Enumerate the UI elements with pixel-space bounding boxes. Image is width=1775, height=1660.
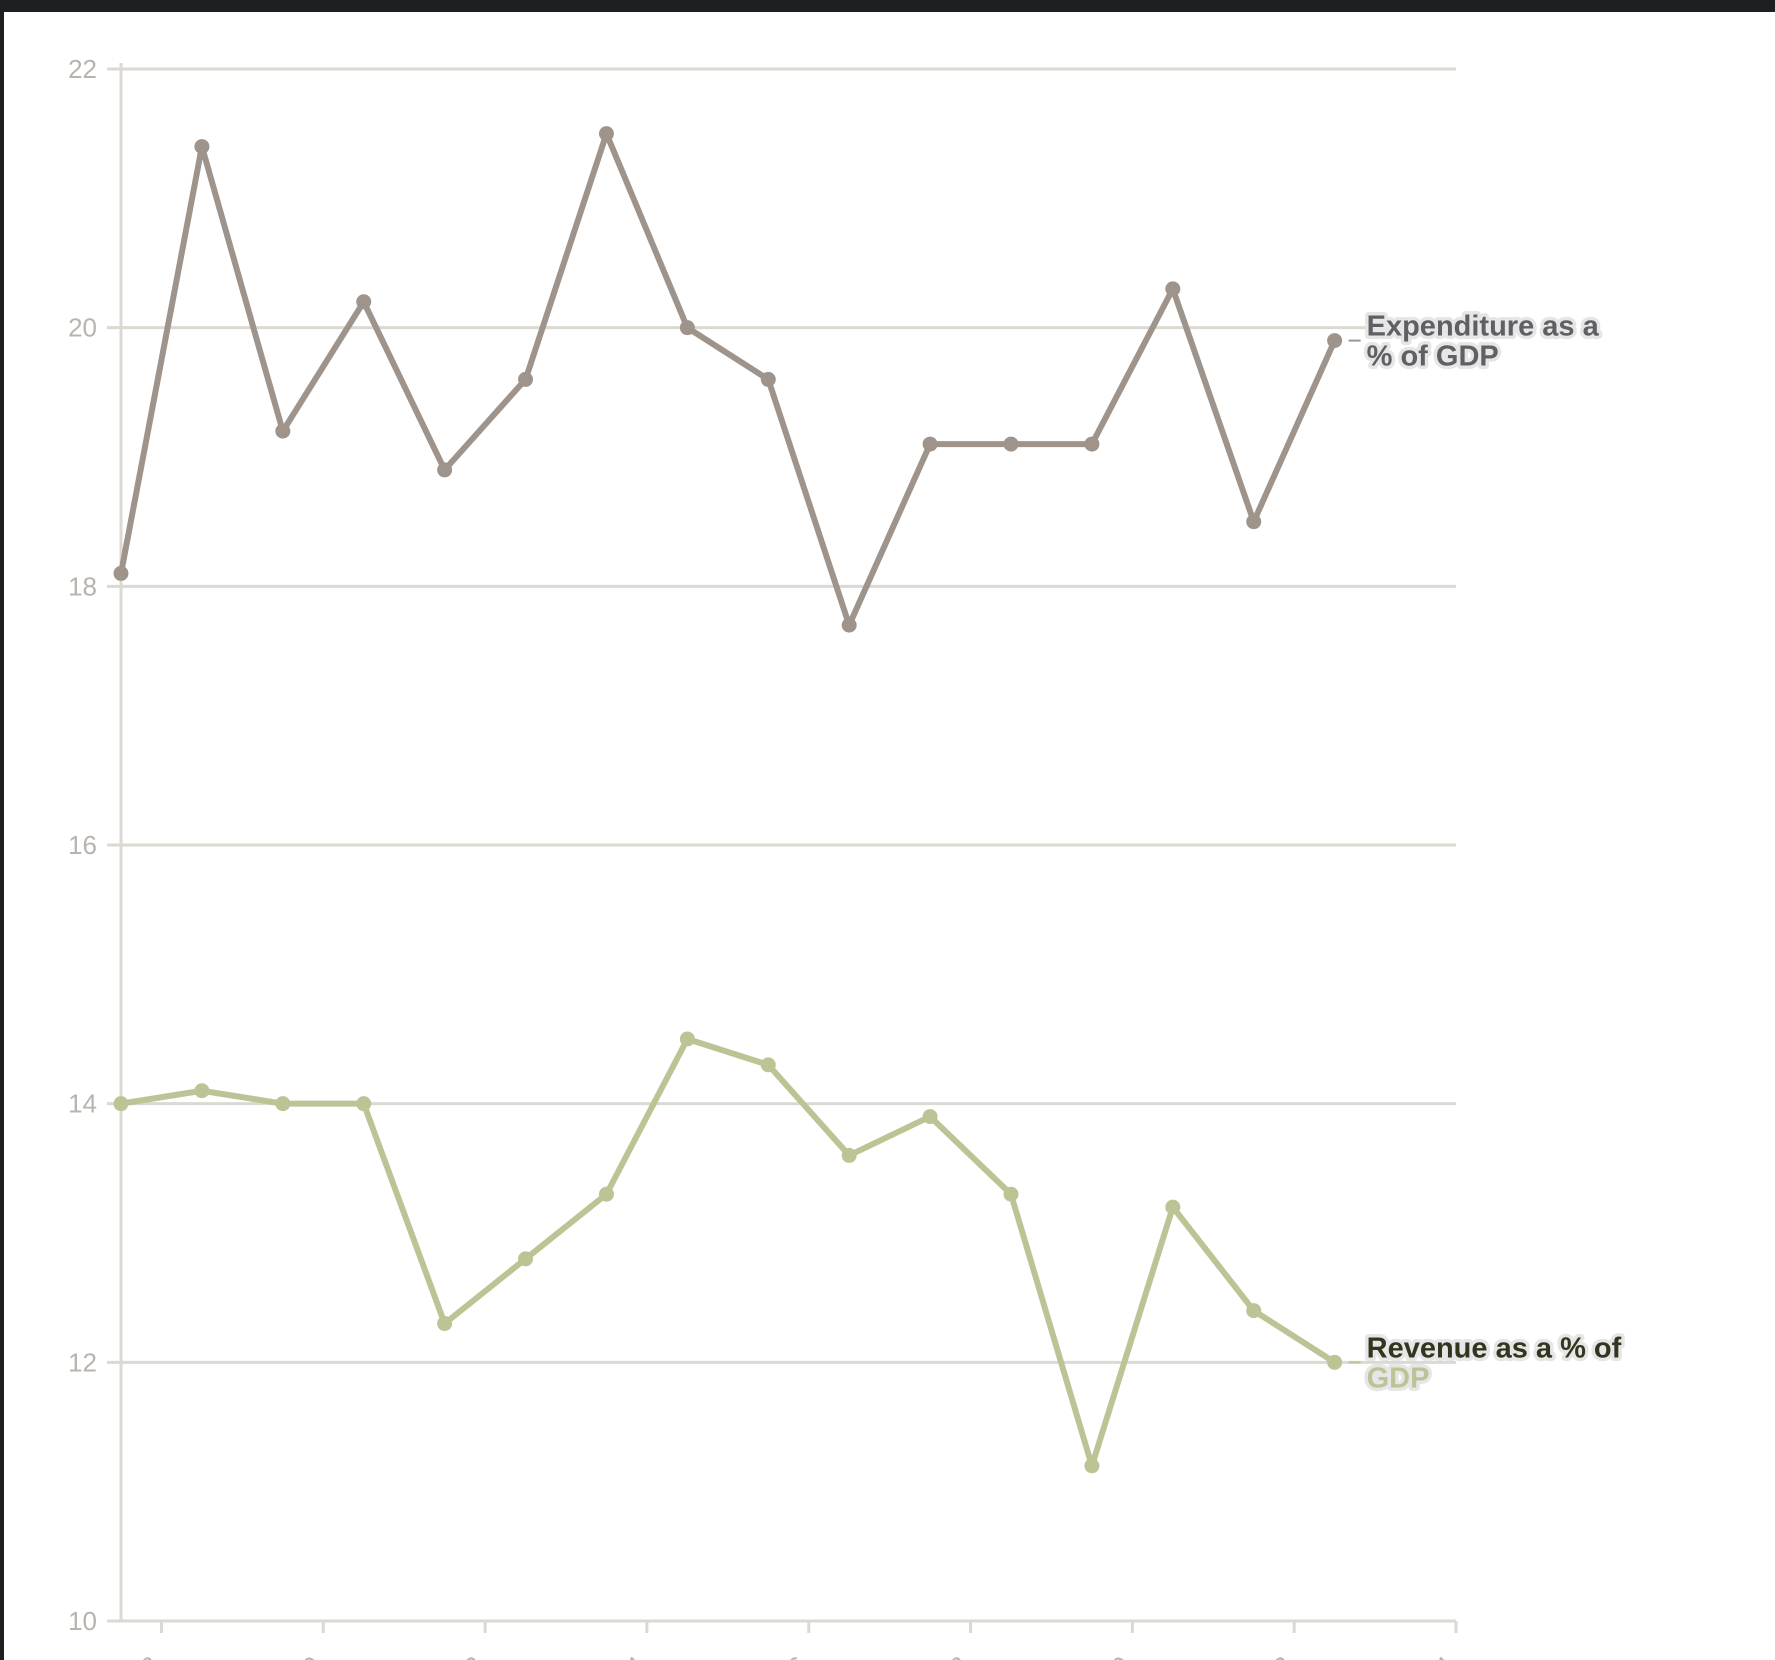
- data-point: [760, 371, 776, 387]
- y-tick-label: 10: [68, 1606, 97, 1636]
- data-point: [518, 1251, 534, 1267]
- data-point: [194, 1083, 210, 1099]
- data-point: [841, 617, 857, 633]
- data-point: [1246, 1303, 1262, 1319]
- series-label-line: % of GDP: [1367, 341, 1499, 373]
- data-point: [1246, 514, 1262, 530]
- x-tick-label: 2016: [751, 1650, 813, 1660]
- y-tick-label: 12: [68, 1347, 97, 1377]
- series-label-line: Expenditure as a: [1367, 311, 1600, 343]
- data-point: [356, 294, 372, 310]
- data-point: [1327, 1354, 1343, 1370]
- y-tick-label: 22: [68, 54, 97, 84]
- data-point: [1003, 436, 1019, 452]
- series-expenditure: Expenditure as a% of GDP: [113, 126, 1603, 633]
- data-point: [518, 371, 534, 387]
- data-point: [760, 1057, 776, 1073]
- data-point: [1327, 333, 1343, 349]
- x-tick-label: 2012: [427, 1650, 489, 1660]
- data-point: [356, 1096, 372, 1112]
- data-point: [1003, 1186, 1019, 1202]
- series-line: [118, 1036, 1338, 1469]
- series-line: [118, 130, 1338, 629]
- y-tick-label: 14: [68, 1089, 97, 1119]
- data-point: [194, 139, 210, 155]
- data-point: [679, 1031, 695, 1047]
- data-point: [1084, 436, 1100, 452]
- series-label-line: GDP: [1367, 1362, 1430, 1394]
- data-point: [679, 320, 695, 336]
- y-tick-label: 20: [68, 313, 97, 343]
- chart-canvas: 1012141618202220082010201220142016201820…: [4, 12, 1775, 1660]
- line-chart: 1012141618202220082010201220142016201820…: [68, 54, 1625, 1660]
- data-point: [1165, 281, 1181, 297]
- data-point: [275, 423, 291, 439]
- x-tick-label: 2008: [104, 1650, 166, 1660]
- x-tick-label: 2010: [265, 1650, 327, 1660]
- y-tick-label: 18: [68, 571, 97, 601]
- series-label: Revenue as a % of GDP: [1367, 1332, 1622, 1394]
- x-tick-label: 2014: [589, 1650, 651, 1660]
- data-point: [598, 1186, 614, 1202]
- y-tick-label: 16: [68, 830, 97, 860]
- x-tick-label: 2020: [1074, 1650, 1136, 1660]
- series-label: Expenditure as a% of GDP: [1367, 311, 1600, 373]
- chart-frame: 1012141618202220082010201220142016201820…: [0, 12, 1775, 1660]
- data-point: [275, 1096, 291, 1112]
- x-tick-label: 2018: [913, 1650, 975, 1660]
- data-point: [113, 1096, 129, 1112]
- data-point: [1084, 1458, 1100, 1474]
- data-point: [1165, 1199, 1181, 1215]
- series-revenue: Revenue as a % of GDP: [113, 1031, 1625, 1474]
- data-point: [922, 1109, 938, 1125]
- data-point: [598, 126, 614, 142]
- series-label-line: Revenue as a % of: [1367, 1332, 1622, 1364]
- data-point: [922, 436, 938, 452]
- x-tick-label: 2024: [1398, 1650, 1460, 1660]
- data-point: [113, 565, 129, 581]
- data-point: [437, 1316, 453, 1332]
- data-point: [437, 462, 453, 478]
- data-point: [841, 1147, 857, 1163]
